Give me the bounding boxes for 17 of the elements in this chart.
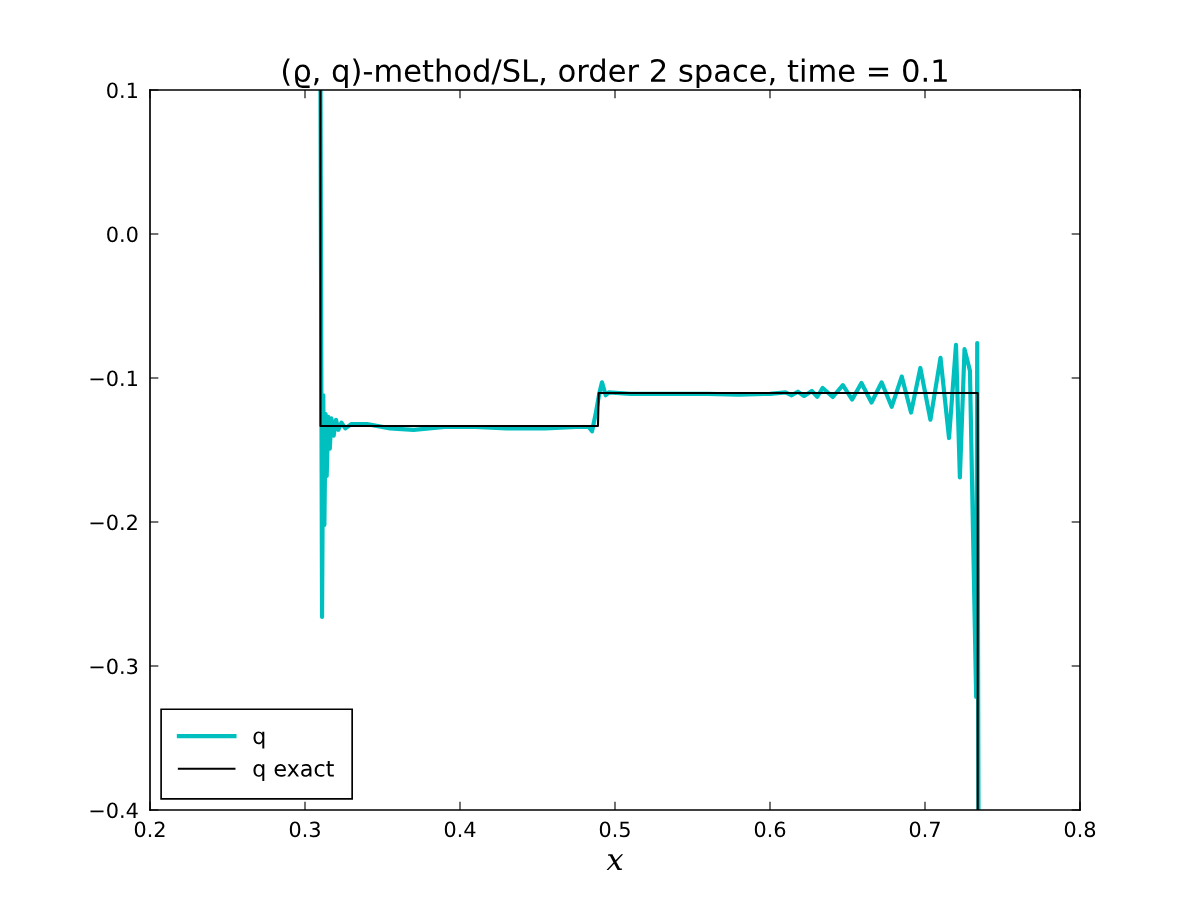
legend-label: q — [253, 731, 265, 749]
x-tick-label: 0.4 — [444, 821, 476, 838]
y-tick-label: −0.4 — [90, 802, 138, 819]
x-tick-label: 0.7 — [909, 821, 940, 838]
x-tick-label: 0.3 — [289, 821, 320, 838]
y-tick-label: −0.3 — [90, 658, 138, 675]
x-tick-label: 0.2 — [134, 821, 165, 838]
legend-label: q exact — [253, 760, 334, 782]
y-tick-label: 0.1 — [107, 82, 137, 99]
x-tick-label: 0.5 — [599, 821, 630, 838]
chart-title: (ϱ, q)-method/SL, order 2 space, time = 0.1 — [282, 58, 947, 89]
x-tick-label: 0.6 — [754, 821, 786, 838]
x-axis-title: x — [606, 854, 624, 871]
y-tick-label: 0.0 — [107, 226, 138, 243]
y-tick-label: −0.1 — [90, 370, 137, 387]
y-tick-label: −0.2 — [90, 514, 137, 531]
x-tick-label: 0.8 — [1064, 821, 1096, 838]
